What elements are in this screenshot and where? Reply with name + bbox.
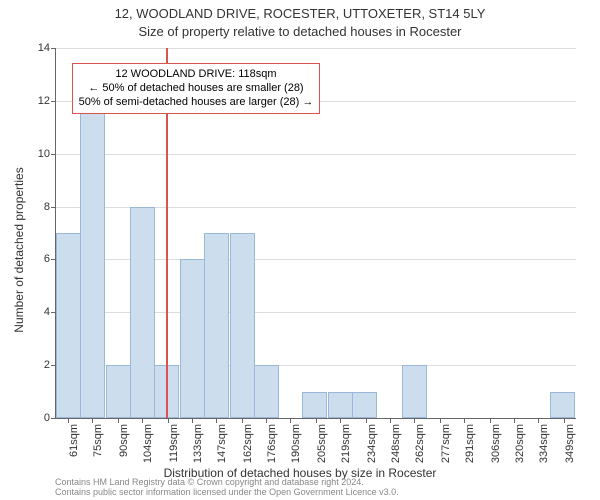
ytick-mark: [51, 48, 56, 49]
ytick-label: 6: [44, 253, 50, 265]
histogram-bar: [254, 365, 279, 418]
xtick-label: 234sqm: [366, 424, 378, 463]
xtick-mark: [92, 418, 93, 423]
histogram-bar: [130, 207, 155, 418]
ytick-mark: [51, 154, 56, 155]
gridline-h: [56, 154, 576, 155]
histogram-bar: [230, 233, 255, 418]
ytick-mark: [51, 418, 56, 419]
xtick-label: 119sqm: [168, 424, 180, 462]
xtick-mark: [538, 418, 539, 423]
y-axis-label: Number of detached properties: [12, 167, 26, 332]
xtick-mark: [68, 418, 69, 423]
xtick-label: 162sqm: [242, 424, 254, 463]
ytick-label: 4: [44, 306, 50, 318]
xtick-mark: [142, 418, 143, 423]
histogram-bar: [402, 365, 427, 418]
xtick-label: 262sqm: [414, 424, 426, 463]
xtick-mark: [564, 418, 565, 423]
ytick-mark: [51, 101, 56, 102]
xtick-label: 306sqm: [490, 424, 502, 463]
xtick-label: 90sqm: [118, 424, 130, 457]
ytick-label: 12: [38, 95, 50, 107]
histogram-bar: [106, 365, 131, 418]
histogram-bar: [328, 392, 353, 418]
xtick-mark: [316, 418, 317, 423]
xtick-mark: [216, 418, 217, 423]
annotation-line-1: 12 WOODLAND DRIVE: 118sqm: [79, 67, 314, 81]
ytick-label: 8: [44, 201, 50, 213]
xtick-label: 75sqm: [92, 424, 104, 457]
annotation-line-2: ← 50% of detached houses are smaller (28…: [79, 81, 314, 95]
ytick-mark: [51, 207, 56, 208]
xtick-mark: [490, 418, 491, 423]
annotation-box: 12 WOODLAND DRIVE: 118sqm← 50% of detach…: [72, 63, 321, 114]
xtick-label: 349sqm: [564, 424, 576, 463]
xtick-label: 176sqm: [266, 424, 278, 463]
license-line-2: Contains public sector information licen…: [55, 488, 399, 498]
xtick-label: 334sqm: [538, 424, 550, 463]
xtick-mark: [366, 418, 367, 423]
chart-title-sub: Size of property relative to detached ho…: [0, 24, 600, 39]
histogram-bar: [352, 392, 377, 418]
chart-title-main: 12, WOODLAND DRIVE, ROCESTER, UTTOXETER,…: [0, 6, 600, 21]
xtick-mark: [266, 418, 267, 423]
xtick-mark: [414, 418, 415, 423]
xtick-label: 205sqm: [316, 424, 328, 463]
histogram-bar: [204, 233, 229, 418]
ytick-label: 2: [44, 359, 50, 371]
histogram-bar: [550, 392, 575, 418]
xtick-mark: [118, 418, 119, 423]
xtick-label: 320sqm: [514, 424, 526, 463]
xtick-label: 104sqm: [142, 424, 154, 463]
histogram-bar: [80, 101, 105, 418]
ytick-label: 0: [44, 412, 50, 424]
xtick-label: 147sqm: [216, 424, 228, 463]
histogram-bar: [56, 233, 81, 418]
annotation-line-3: 50% of semi-detached houses are larger (…: [79, 95, 314, 109]
ytick-label: 14: [38, 42, 50, 54]
gridline-h: [56, 48, 576, 49]
xtick-label: 61sqm: [68, 424, 80, 457]
xtick-label: 190sqm: [290, 424, 302, 463]
license-text: Contains HM Land Registry data © Crown c…: [55, 478, 399, 498]
chart-container: 12, WOODLAND DRIVE, ROCESTER, UTTOXETER,…: [0, 0, 600, 500]
xtick-mark: [168, 418, 169, 423]
histogram-bar: [302, 392, 327, 418]
xtick-mark: [440, 418, 441, 423]
xtick-label: 291sqm: [464, 424, 476, 463]
xtick-label: 277sqm: [440, 424, 452, 463]
xtick-mark: [290, 418, 291, 423]
plot-area: 0246810121461sqm75sqm90sqm104sqm119sqm13…: [55, 48, 576, 419]
xtick-label: 248sqm: [390, 424, 402, 463]
xtick-mark: [192, 418, 193, 423]
xtick-label: 133sqm: [192, 424, 204, 463]
histogram-bar: [180, 259, 205, 418]
xtick-mark: [242, 418, 243, 423]
ytick-label: 10: [38, 148, 50, 160]
xtick-label: 219sqm: [340, 424, 352, 463]
xtick-mark: [514, 418, 515, 423]
xtick-mark: [464, 418, 465, 423]
xtick-mark: [340, 418, 341, 423]
xtick-mark: [390, 418, 391, 423]
